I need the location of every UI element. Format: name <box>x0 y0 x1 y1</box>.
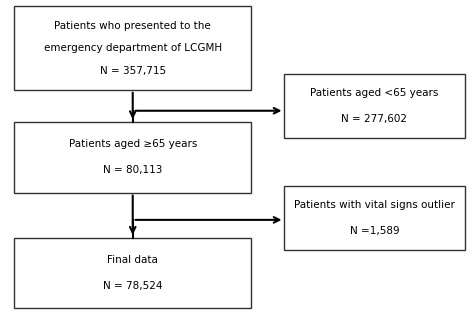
FancyBboxPatch shape <box>14 238 251 308</box>
Text: Patients who presented to the: Patients who presented to the <box>55 21 211 31</box>
Text: N = 357,715: N = 357,715 <box>100 65 166 76</box>
Text: emergency department of LCGMH: emergency department of LCGMH <box>44 43 222 53</box>
Text: N = 80,113: N = 80,113 <box>103 165 163 175</box>
Text: Patients aged ≥65 years: Patients aged ≥65 years <box>69 139 197 150</box>
Text: N = 277,602: N = 277,602 <box>341 114 408 124</box>
FancyBboxPatch shape <box>284 74 465 138</box>
FancyBboxPatch shape <box>14 6 251 90</box>
FancyBboxPatch shape <box>14 122 251 193</box>
Text: Patients with vital signs outlier: Patients with vital signs outlier <box>294 200 455 211</box>
FancyBboxPatch shape <box>284 186 465 250</box>
Text: Patients aged <65 years: Patients aged <65 years <box>310 88 438 98</box>
Text: Final data: Final data <box>107 255 158 265</box>
Text: N = 78,524: N = 78,524 <box>103 281 163 291</box>
Text: N =1,589: N =1,589 <box>350 226 399 236</box>
